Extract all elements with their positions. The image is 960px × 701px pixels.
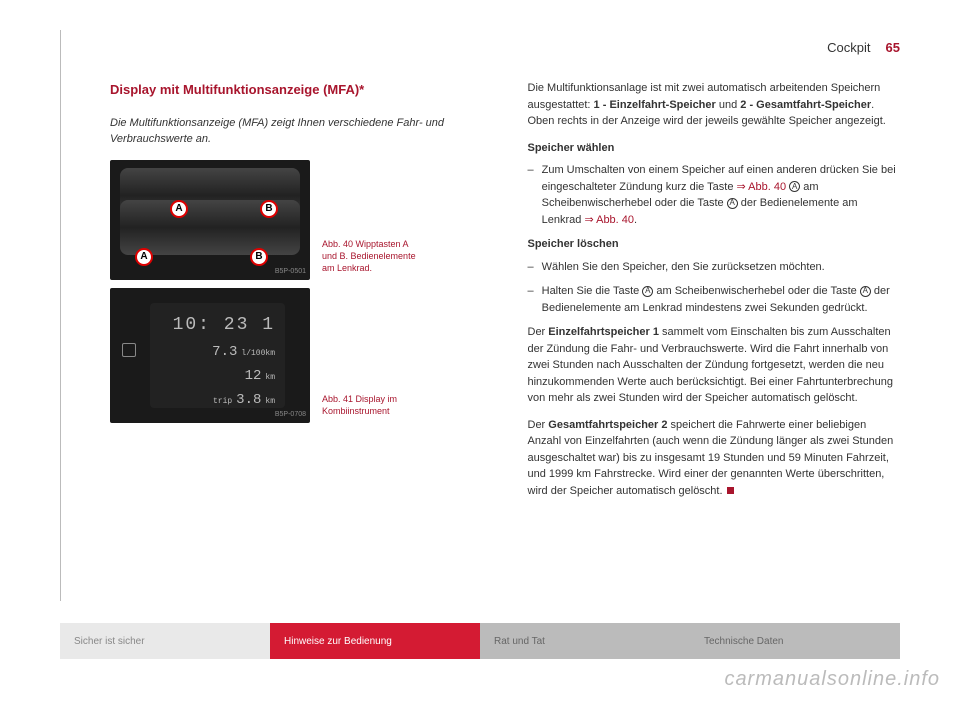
header-page-number: 65: [886, 40, 900, 55]
bullet1-d: .: [634, 214, 637, 226]
figure-40-label: B5P-0501: [275, 267, 306, 278]
display-line1: 10: 23 1: [173, 312, 275, 339]
marker-a-bottom: A: [135, 248, 153, 266]
bullet2-text: Wählen Sie den Speicher, den Sie zurücks…: [542, 259, 825, 276]
figure-41-image: 10: 23 1 7.3 l/100km 12km trip 3.8 km B5P-0…: [110, 288, 310, 423]
display-line2-val: 7.3: [212, 342, 237, 363]
para1-mid: und: [716, 99, 740, 111]
page-header: Cockpit 65: [110, 40, 900, 55]
subhead-select: Speicher wählen: [528, 140, 901, 157]
figure-41-caption: Abb. 41 Display im Kombiinstrument: [322, 394, 422, 422]
figure-40-image: A B A B B5P-0501: [110, 160, 310, 280]
circled-a-1: A: [789, 181, 800, 192]
bullet-select-text: Zum Umschalten von einem Speicher auf ei…: [542, 162, 900, 228]
subhead-delete: Speicher löschen: [528, 236, 901, 253]
para1-b2: 2 - Gesamtfahrt-Speicher: [740, 99, 871, 111]
display-line3-unit: km: [265, 372, 275, 384]
figure-40-caption: Abb. 40 Wipptasten A und B. Bedienelemen…: [322, 239, 422, 279]
bullet-delete-hold: – Halten Sie die Taste A am Scheibenwisc…: [528, 283, 901, 316]
bullet1-a: Zum Umschalten von einem Speicher auf ei…: [542, 164, 896, 193]
para-intro: Die Multifunktionsanlage ist mit zwei au…: [528, 80, 901, 130]
display-line2-unit: l/100km: [241, 348, 275, 360]
end-mark: [727, 487, 734, 494]
bullet3-a: Halten Sie die Taste: [542, 285, 643, 297]
bottom-tabs: Sicher ist sicher Hinweise zur Bedienung…: [60, 623, 900, 659]
display-line4-val: 3.8: [236, 390, 261, 411]
tab-operating[interactable]: Hinweise zur Bedienung: [270, 623, 480, 659]
bullet-dash: –: [528, 283, 534, 316]
figure-41: 10: 23 1 7.3 l/100km 12km trip 3.8 km B5P-0…: [110, 288, 483, 423]
para3-der: Der: [528, 419, 549, 431]
para2-b: Einzelfahrtspeicher 1: [548, 326, 659, 338]
watermark: carmanualsonline.info: [724, 668, 940, 691]
intro-text: Die Multifunktionsanzeige (MFA) zeigt Ih…: [110, 115, 483, 148]
display-line3-val: 12: [245, 366, 262, 387]
display-panel: 10: 23 1 7.3 l/100km 12km trip 3.8 km: [150, 303, 285, 408]
page-border: [60, 30, 61, 601]
bullet1-ref: ⇒ Abb. 40: [737, 181, 787, 193]
right-column: Die Multifunktionsanlage ist mit zwei au…: [528, 80, 901, 509]
circled-a-3: A: [642, 286, 653, 297]
para3-b: Gesamtfahrtspeicher 2: [548, 419, 667, 431]
display-line4-label: trip: [213, 396, 232, 408]
bullet-delete-select: – Wählen Sie den Speicher, den Sie zurüc…: [528, 259, 901, 276]
section-title: Display mit Multifunktionsanzeige (MFA)*: [110, 80, 483, 100]
figure-41-label: B5P-0708: [275, 410, 306, 421]
para2-der: Der: [528, 326, 549, 338]
para-total-trip: Der Gesamtfahrtspeicher 2 speichert die …: [528, 417, 901, 500]
bullet-dash: –: [528, 259, 534, 276]
marker-b-bottom: B: [250, 248, 268, 266]
bullet-select: – Zum Umschalten von einem Speicher auf …: [528, 162, 901, 228]
header-section: Cockpit: [827, 40, 870, 55]
para-single-trip: Der Einzelfahrtspeicher 1 sammelt vom Ei…: [528, 324, 901, 407]
left-column: Display mit Multifunktionsanzeige (MFA)*…: [110, 80, 483, 509]
bullet3-b: am Scheibenwischerhebel oder die Taste: [653, 285, 859, 297]
tab-tech[interactable]: Technische Daten: [690, 623, 900, 659]
tab-tips[interactable]: Rat und Tat: [480, 623, 690, 659]
fuel-icon: [122, 343, 136, 357]
bullet1-ref2: ⇒ Abb. 40: [584, 214, 634, 226]
marker-b-top: B: [260, 200, 278, 218]
display-line4-unit: km: [265, 396, 275, 408]
bullet-dash: –: [528, 162, 534, 228]
para1-b1: 1 - Einzelfahrt-Speicher: [594, 99, 716, 111]
tab-safety[interactable]: Sicher ist sicher: [60, 623, 270, 659]
circled-a-4: A: [860, 286, 871, 297]
figure-40: A B A B B5P-0501 Abb. 40 Wipptasten A un…: [110, 160, 483, 280]
bullet3-text: Halten Sie die Taste A am Scheibenwische…: [542, 283, 900, 316]
circled-a-2: A: [727, 198, 738, 209]
marker-a-top: A: [170, 200, 188, 218]
